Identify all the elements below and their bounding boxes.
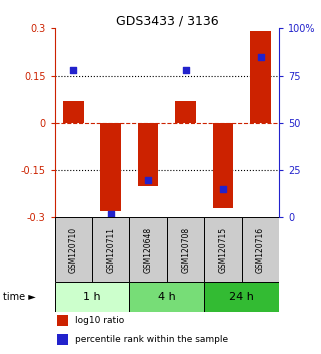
Text: 4 h: 4 h — [158, 292, 176, 302]
Text: 1 h: 1 h — [83, 292, 101, 302]
Bar — [138, 123, 159, 186]
Bar — [57, 334, 68, 345]
Bar — [129, 282, 204, 312]
Text: GSM120715: GSM120715 — [219, 227, 228, 273]
Point — [71, 67, 76, 73]
Text: GSM120648: GSM120648 — [144, 227, 153, 273]
Text: 24 h: 24 h — [230, 292, 254, 302]
Bar — [100, 123, 121, 211]
Text: GSM120710: GSM120710 — [69, 227, 78, 273]
Point — [146, 177, 151, 182]
Bar — [250, 32, 271, 123]
Point — [221, 186, 226, 192]
Title: GDS3433 / 3136: GDS3433 / 3136 — [116, 14, 218, 27]
Bar — [63, 101, 83, 123]
Point — [183, 67, 188, 73]
Bar — [55, 217, 92, 282]
Bar — [204, 282, 279, 312]
Bar — [55, 282, 129, 312]
Text: percentile rank within the sample: percentile rank within the sample — [75, 335, 228, 344]
Text: GSM120716: GSM120716 — [256, 227, 265, 273]
Bar — [129, 217, 167, 282]
Text: GSM120708: GSM120708 — [181, 227, 190, 273]
Bar — [242, 217, 279, 282]
Bar — [175, 101, 196, 123]
Text: time ►: time ► — [3, 292, 36, 302]
Point — [258, 54, 263, 59]
Bar — [167, 217, 204, 282]
Bar — [92, 217, 129, 282]
Bar — [57, 315, 68, 326]
Point — [108, 211, 113, 217]
Text: GSM120711: GSM120711 — [106, 227, 115, 273]
Bar — [204, 217, 242, 282]
Bar — [213, 123, 233, 208]
Text: log10 ratio: log10 ratio — [75, 316, 124, 325]
